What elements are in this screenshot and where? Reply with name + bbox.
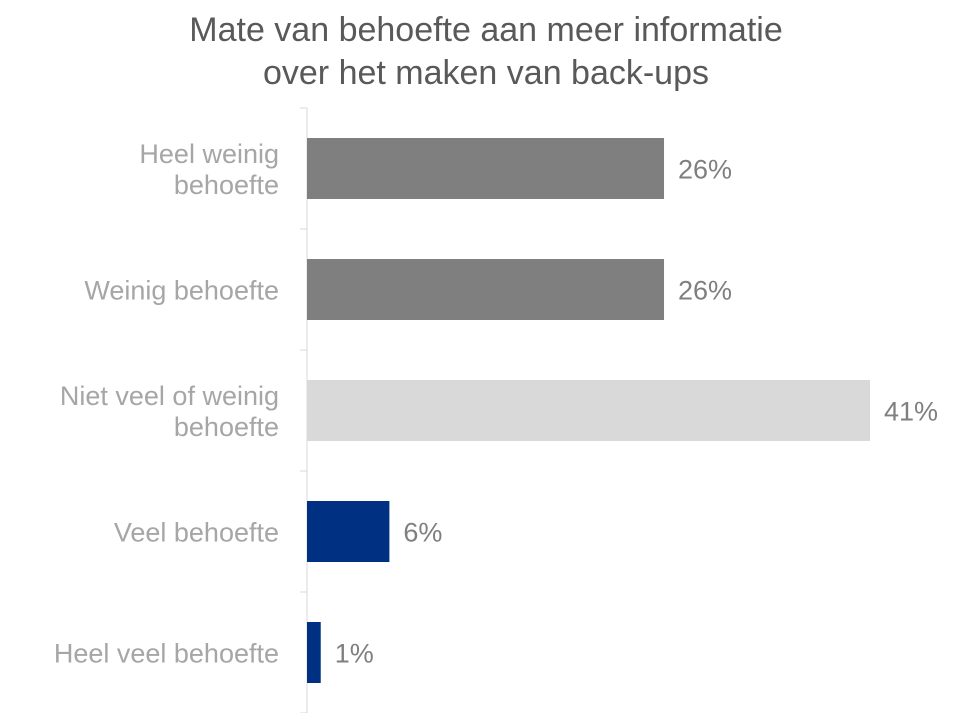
- data-label: 6%: [403, 518, 442, 548]
- bar: [307, 380, 870, 441]
- category-label: Heel weinig: [139, 139, 279, 169]
- category-label: Veel behoefte: [114, 518, 279, 548]
- category-label: Niet veel of weinig: [60, 381, 279, 411]
- data-label: 26%: [678, 276, 732, 306]
- data-label: 41%: [884, 397, 938, 427]
- category-label: behoefte: [174, 412, 279, 442]
- category-label: behoefte: [174, 170, 279, 200]
- bars: 26% 26% 41% 6% 1%: [307, 138, 938, 683]
- bar: [307, 138, 665, 199]
- chart-title-line-1: Mate van behoefte aan meer informatie: [189, 11, 782, 49]
- data-label: 26%: [678, 155, 732, 185]
- category-label: Heel veel behoefte: [54, 639, 279, 669]
- data-label: 1%: [335, 639, 374, 669]
- bar: [307, 622, 321, 683]
- bar: [307, 259, 665, 320]
- chart-title-line-2: over het maken van back-ups: [263, 54, 709, 92]
- category-label: Weinig behoefte: [84, 276, 279, 306]
- bar: [307, 501, 390, 562]
